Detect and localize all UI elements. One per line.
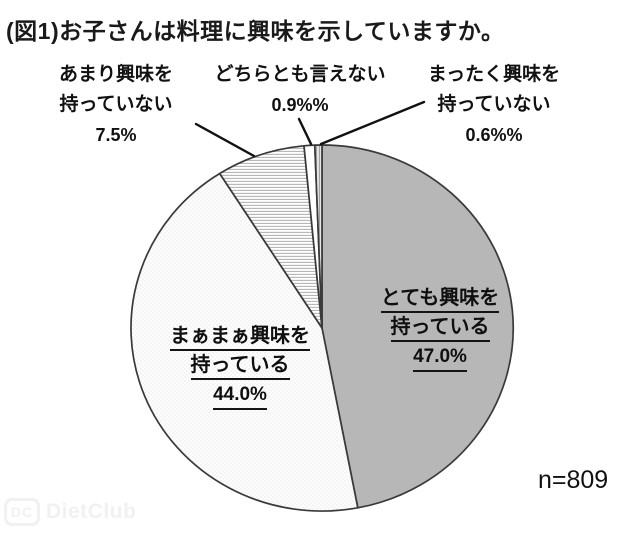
leader-line-mattaku — [319, 100, 426, 146]
leader-line-dochira — [297, 117, 313, 146]
callout-text-line: 持っていない — [59, 94, 173, 115]
callout-percent: 0.9%% — [271, 95, 329, 115]
callout-percent: 7.5% — [95, 125, 137, 145]
dietclub-watermark: DC DietClub — [4, 498, 136, 526]
callout-label-cannot-say: どちらとも言えない 0.9%% — [200, 60, 400, 120]
pie-slice-5 — [313, 144, 323, 329]
slice-percent: 47.0% — [413, 345, 467, 372]
watermark-text: DietClub — [46, 500, 137, 523]
leader-line-amari — [194, 122, 256, 158]
slice-label-very-interested: とても興味を 持っている 47.0% — [350, 284, 530, 372]
callout-percent: 0.6%% — [465, 125, 523, 145]
figure-title: (図1)お子さんは料理に興味を示していますか。 — [6, 18, 505, 44]
callout-label-not-at-all-interested: まったく興味を 持っていない 0.6%% — [394, 60, 594, 150]
callout-label-not-very-interested: あまり興味を 持っていない 7.5% — [26, 60, 206, 150]
slice-label-line: とても興味を — [380, 286, 500, 313]
callout-text-line: どちらとも言えない — [214, 64, 386, 85]
dietclub-logo-icon: DC — [4, 498, 40, 526]
pie-slices — [130, 144, 515, 512]
slice-label-line: 持っている — [390, 315, 490, 342]
callout-text-line: 持っていない — [437, 94, 551, 115]
leader-lines — [194, 100, 426, 158]
slice-percent: 44.0% — [213, 383, 267, 410]
slice-label-somewhat-interested: まぁまぁ興味を 持っている 44.0% — [150, 322, 330, 410]
pie-slice-1 — [321, 144, 515, 509]
slice-label-line: 持っている — [190, 353, 290, 380]
slice-label-line: まぁまぁ興味を — [170, 324, 310, 351]
sample-size: n=809 — [538, 466, 609, 494]
callout-text-line: まったく興味を — [427, 64, 561, 85]
callout-text-line: あまり興味を — [58, 64, 173, 85]
pie-slice-2 — [130, 172, 359, 512]
